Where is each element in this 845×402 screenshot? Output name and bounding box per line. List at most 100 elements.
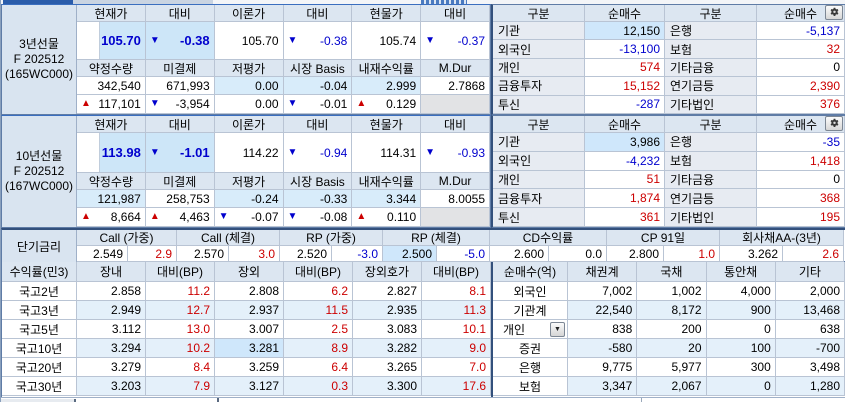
netbuy-cell: 5,977	[637, 358, 707, 377]
rate-header: 회사채AA-(3년)	[720, 230, 844, 246]
col-header: 기타	[775, 262, 845, 282]
investor-row-label: 기타법인	[665, 208, 757, 227]
netbuy-row-label: 개인 ▼	[493, 320, 568, 339]
netbuy-cell: 0	[706, 377, 776, 396]
down-arrow-icon	[288, 212, 298, 222]
instrument-name: 3년선물	[19, 37, 59, 51]
bp-cell: 8.1	[422, 282, 491, 301]
investor-row-label: 은행	[665, 22, 757, 41]
investor-row-label: 은행	[665, 133, 757, 152]
col-header: 국채	[637, 262, 707, 282]
yield-cell: 2.935	[353, 301, 422, 320]
investor-value: 195	[757, 208, 845, 227]
rate-value: 2.570	[177, 246, 229, 262]
netbuy-cell: 8,172	[637, 301, 707, 320]
col-header: 채권계	[568, 262, 638, 282]
investor-value: -4,232	[585, 151, 665, 171]
dropdown-button[interactable]: ▼	[550, 321, 565, 337]
bond-row-label: 국고30년	[2, 377, 77, 396]
bp-cell: 7.0	[422, 358, 491, 377]
yield-table-corner: 수익률(민3)	[2, 262, 77, 282]
bp-cell: 12.7	[146, 301, 215, 320]
bp-cell: 7.9	[146, 377, 215, 396]
toolbar-dots	[421, 0, 467, 4]
investor-value: 32	[757, 40, 845, 59]
col-header: 대비	[283, 116, 353, 133]
yield-cell: 3.112	[77, 320, 146, 339]
netbuy-cell: 1,280	[775, 377, 845, 396]
bp-cell: 11.3	[422, 301, 491, 320]
bp-cell: 6.4	[284, 358, 353, 377]
col-header: 대비(BP)	[146, 262, 215, 282]
netbuy-cell: 100	[706, 339, 776, 358]
yield-cell: 3.282	[353, 339, 422, 358]
instrument-code: (167WC000)	[4, 179, 74, 193]
col-header: 순매수	[585, 116, 665, 133]
short-term-rates-section: 단기금리 Call (가중) Call (체결) RP (가중) RP (체결)…	[1, 228, 845, 262]
bp-cell: 11.5	[284, 301, 353, 320]
bp-cell: 11.2	[146, 282, 215, 301]
col-header: 구분	[493, 116, 585, 133]
col-header: 구분	[493, 5, 585, 22]
investor-row-label: 기관	[493, 133, 585, 152]
down-arrow-icon	[219, 212, 229, 222]
empty-cell	[421, 208, 490, 227]
price-change-cell: -1.01	[145, 133, 215, 173]
col-header: 약정수량	[77, 173, 146, 190]
settings-button[interactable]	[825, 116, 843, 131]
bp-cell: 8.9	[284, 339, 353, 358]
yield-cell: 3.300	[353, 377, 422, 396]
yield-cell: 3.203	[77, 377, 146, 396]
bond-row-label: 국고3년	[2, 301, 77, 320]
yield-cell: 3.279	[77, 358, 146, 377]
down-arrow-icon	[150, 148, 160, 158]
rate-change: -3.0	[332, 246, 383, 262]
rate-change: 0.0	[549, 246, 607, 262]
rate-value: 2.600	[490, 246, 549, 262]
yield-table: 수익률(민3) 장내 대비(BP) 장외 대비(BP) 장외호가 대비(BP) …	[1, 262, 491, 397]
settings-button[interactable]	[825, 5, 843, 20]
down-arrow-icon	[425, 148, 435, 158]
investor-row-label: 기관	[493, 22, 585, 41]
investor-row-label: 보험	[665, 151, 757, 171]
investor-value: 51	[585, 170, 665, 190]
netbuy-row-label: 기관계	[493, 301, 568, 320]
investor-value: 368	[757, 189, 845, 209]
col-header: 대비	[283, 5, 353, 22]
futures-10y-table: 10년선물 F 202512 (167WC000) 현재가 대비 이론가 대비 …	[1, 115, 491, 228]
col-header: 장외	[215, 262, 284, 282]
netbuy-cell: 3,498	[775, 358, 845, 377]
up-arrow-icon	[81, 99, 91, 109]
basis-change-cell: -0.01	[283, 95, 353, 114]
spot-price-cell: 105.74	[352, 22, 422, 60]
col-header: 시장 Basis	[283, 60, 353, 77]
theory-price-cell: 105.70	[214, 22, 284, 60]
undervalue-cell: -0.24	[214, 190, 284, 208]
yield-cell: 2.827	[353, 282, 422, 301]
rate-value: 2.520	[280, 246, 332, 262]
current-price: 113.98	[101, 145, 141, 160]
investor-value: 0	[757, 170, 845, 190]
netbuy-row-label: 외국인	[493, 282, 568, 301]
col-header: M.Dur	[421, 173, 490, 190]
col-header: 미결제	[145, 60, 215, 77]
netbuy-row-label: 증권	[493, 339, 568, 358]
netbuy-cell: 9,775	[568, 358, 638, 377]
yield-cell: 3.127	[215, 377, 284, 396]
col-header: 약정수량	[77, 60, 146, 77]
down-arrow-icon	[288, 148, 298, 158]
rate-header: CP 91일	[607, 230, 720, 246]
yield-change-cell: 0.129	[352, 95, 422, 114]
volume-cell: 342,540	[77, 77, 146, 95]
futures-3y-section: 3년선물 F 202512 (165WC000) 현재가 대비 이론가 대비 현…	[1, 4, 845, 115]
investor-select[interactable]: 개인 ▼	[493, 321, 567, 338]
bp-cell: 13.0	[146, 320, 215, 339]
col-header: 이론가	[214, 5, 284, 22]
investor-row-label: 기타금융	[665, 170, 757, 190]
futures-3y-table: 3년선물 F 202512 (165WC000) 현재가 대비 이론가 대비 현…	[1, 4, 491, 115]
col-header: 저평가	[214, 173, 284, 190]
investor-row-label: 개인	[493, 58, 585, 78]
investor-value: 376	[757, 95, 845, 114]
instrument-name: 10년선물	[15, 149, 63, 163]
investor-row-label: 금융투자	[493, 77, 585, 96]
